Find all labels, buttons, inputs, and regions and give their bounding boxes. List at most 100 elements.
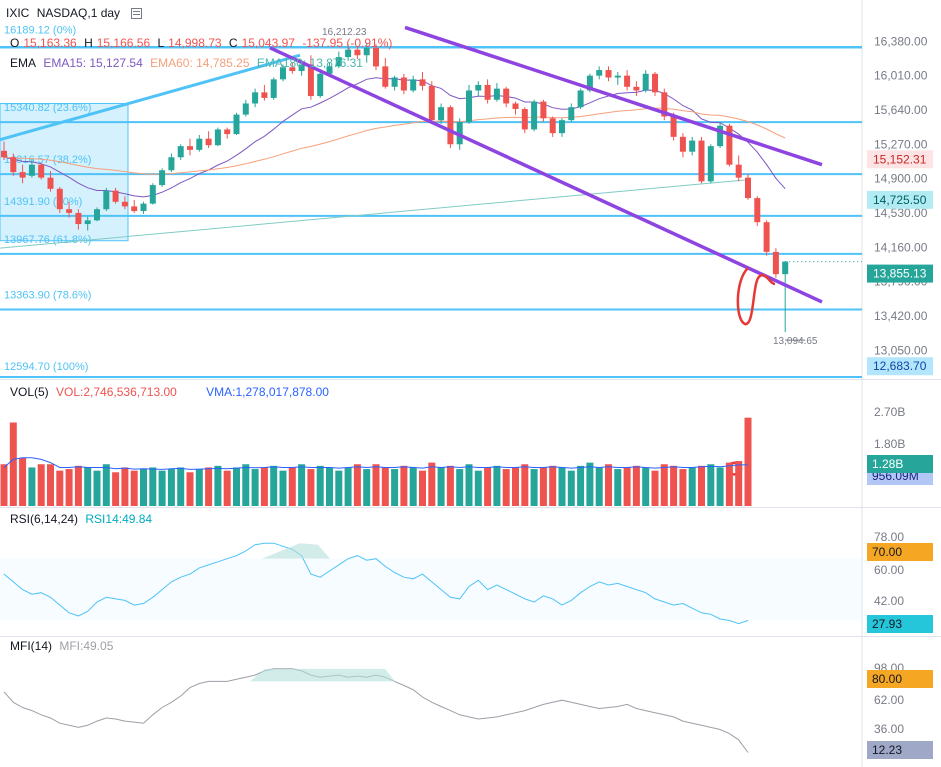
volume-bar — [660, 464, 668, 506]
candle-body — [735, 164, 742, 178]
mfi-80-tag: 80.00 — [867, 670, 933, 688]
candle-body — [28, 164, 35, 176]
volume-bar — [251, 469, 259, 506]
low-price-label: 13,094.65 — [773, 336, 818, 347]
uptrend-line — [0, 53, 301, 142]
candle-body — [447, 107, 454, 145]
candle-body — [568, 107, 575, 121]
volume-bar — [539, 467, 547, 506]
candle-body — [94, 209, 100, 221]
mfi-current-tag: 12.23 — [867, 741, 933, 759]
volume-bar — [270, 465, 278, 506]
volume-bar — [288, 467, 296, 506]
volume-bar — [549, 465, 557, 506]
volume-bar — [335, 470, 343, 506]
volume-bar — [307, 469, 315, 506]
volume-bar — [567, 470, 575, 506]
candle-body — [149, 185, 156, 204]
volume-value: VOL:2,746,536,713.00 — [56, 385, 177, 399]
volume-bar — [419, 470, 426, 506]
fib-level-label: 16189.12 (0%) — [4, 24, 76, 36]
price-axis-label: 15,640.00 — [874, 103, 928, 117]
price-axis-label: 13,420.00 — [874, 309, 928, 323]
volume-bar — [493, 465, 501, 506]
candle-body — [521, 109, 528, 130]
volume-bar — [130, 470, 138, 506]
candle-body — [121, 201, 128, 207]
volume-bar — [605, 464, 612, 506]
candle-body — [419, 79, 426, 86]
mfi-axis-label: 62.00 — [874, 693, 905, 707]
candle-body — [503, 88, 510, 104]
candle-body — [559, 120, 565, 134]
candle-body — [382, 66, 389, 87]
open-label: O — [10, 36, 20, 50]
volume-bar — [205, 467, 213, 506]
volume-bar — [456, 469, 464, 506]
volume-bar — [28, 467, 36, 506]
candle-body — [438, 107, 445, 121]
pane-divider-mfi[interactable] — [0, 636, 941, 637]
price-axis-label: 14,160.00 — [874, 240, 928, 254]
volume-bar — [214, 465, 222, 506]
candle-body — [428, 85, 435, 121]
volume-bar — [614, 469, 622, 506]
mfi-overbought-fill — [250, 668, 395, 682]
fib-zone-box — [0, 102, 129, 242]
price-axis-label: 14,900.00 — [874, 172, 928, 186]
volume-bar — [512, 467, 519, 506]
volume-bar — [474, 470, 482, 506]
price-tag-bg — [867, 190, 933, 209]
price-tag-label: 12,683.70 — [873, 359, 927, 373]
volume-bar — [177, 467, 185, 506]
price-tag-label: 15,152.31 — [873, 152, 927, 166]
rsi-title: RSI(6,14,24) — [10, 512, 79, 526]
volume-bar — [298, 464, 306, 506]
volume-bar — [74, 465, 82, 506]
volume-bar — [19, 457, 27, 506]
candle-body — [103, 190, 110, 210]
candle-body — [66, 209, 73, 213]
pane-divider-rsi[interactable] — [0, 507, 941, 508]
ema15-value: EMA15: 15,127.54 — [43, 56, 143, 70]
volume-bar — [679, 469, 687, 506]
mfi-title: MFI(14) — [10, 639, 52, 653]
candle-body — [652, 73, 658, 93]
volume-bar — [372, 464, 380, 506]
candle-body — [577, 90, 584, 108]
volume-bar — [688, 467, 696, 506]
rsi-line — [3, 542, 749, 625]
volume-bar — [112, 472, 120, 506]
change-value: -137.95 (-0.91%) — [302, 36, 393, 50]
volume-bar — [670, 465, 678, 506]
fib-level-label: 12594.70 (100%) — [4, 361, 88, 373]
close-value: 15,043.97 — [241, 36, 295, 50]
vol-axis-label: 2.70B — [874, 405, 906, 419]
candle-body — [56, 188, 63, 210]
volume-bar — [84, 467, 92, 506]
volume-bar — [586, 462, 594, 506]
volume-bar — [381, 467, 389, 506]
volume-bar — [530, 469, 538, 506]
candle-body — [679, 136, 686, 152]
volume-bar — [93, 470, 101, 506]
candle-body — [187, 146, 193, 150]
volume-bar — [716, 467, 724, 506]
candle-body — [168, 157, 175, 171]
candle-body — [745, 177, 751, 199]
pane-divider-volume[interactable] — [0, 379, 941, 380]
high-value: 15,166.56 — [96, 36, 151, 50]
candle-body — [326, 66, 333, 74]
candle-body — [596, 70, 603, 76]
fib-level-label: 13363.90 (78.6%) — [4, 290, 91, 302]
symbol-name[interactable]: IXIC — [6, 6, 30, 20]
price-tag-bg — [867, 150, 933, 169]
candle-body — [466, 90, 472, 123]
mfi-value: MFI:49.05 — [59, 639, 114, 653]
candle-body — [242, 103, 249, 115]
candle-body — [252, 92, 259, 104]
candle-body — [84, 220, 91, 225]
volume-bar — [326, 467, 333, 506]
legend-menu-icon[interactable] — [131, 8, 143, 20]
